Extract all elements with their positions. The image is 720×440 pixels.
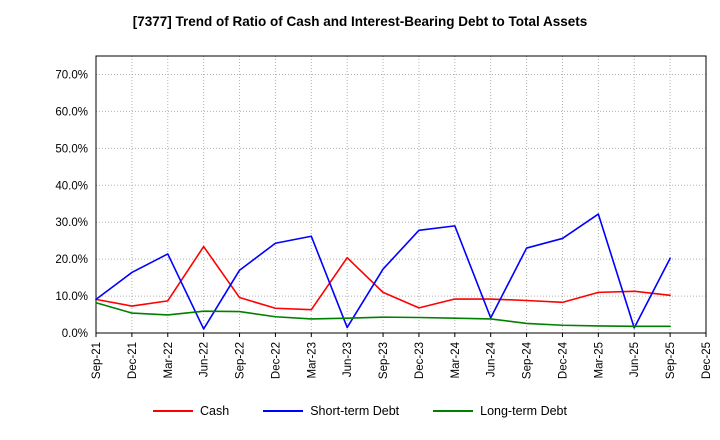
series-line-cash: [95, 245, 671, 311]
x-axis-tick-label: Sep-23: [378, 342, 390, 379]
x-axis-tick-label: Dec-22: [270, 342, 282, 379]
chart-title: [7377] Trend of Ratio of Cash and Intere…: [132, 14, 588, 29]
chart-legend: Cash Short-term Debt Long-term Debt: [0, 404, 720, 418]
plot-frame: [95, 55, 707, 334]
legend-color-swatch: [153, 410, 194, 412]
y-axis-tick-label: 60.0%: [55, 106, 88, 118]
x-axis-tick-label: Sep-21: [91, 342, 103, 379]
x-axis-tick-label: Sep-22: [235, 342, 247, 379]
legend-entry: Cash: [153, 404, 229, 418]
x-axis-tick-label: Mar-24: [450, 341, 462, 378]
x-axis-tick-label: Mar-25: [593, 342, 605, 378]
y-axis-tick-label: 30.0%: [55, 217, 88, 229]
legend-label: Long-term Debt: [480, 404, 567, 418]
x-axis-tick-label: Sep-25: [665, 342, 677, 379]
x-axis-tick-label: Mar-23: [306, 342, 318, 378]
y-axis-tick-label: 20.0%: [55, 254, 88, 266]
x-axis-tick-label: Jun-24: [486, 341, 498, 377]
x-axis-tick-label: Dec-23: [414, 342, 426, 379]
x-axis-tick-label: Jun-22: [199, 342, 211, 377]
x-axis-tick-label: Jun-25: [629, 342, 641, 377]
y-axis-tick-label: 40.0%: [55, 180, 88, 192]
y-axis-tick-label: 50.0%: [55, 143, 88, 155]
legend-entry: Short-term Debt: [263, 404, 399, 418]
x-axis-tick-label: Dec-25: [701, 342, 713, 379]
legend-color-swatch: [263, 410, 304, 412]
legend-entry: Long-term Debt: [433, 404, 567, 418]
y-axis-tick-label: 70.0%: [55, 69, 88, 81]
x-axis-tick-label: Dec-21: [127, 342, 139, 379]
x-axis-tick-label: Jun-23: [342, 342, 354, 377]
series-line-short-term-debt: [95, 213, 671, 330]
x-axis-tick-label: Sep-24: [522, 341, 534, 379]
legend-label: Cash: [200, 404, 230, 418]
legend-label: Short-term Debt: [310, 404, 400, 418]
y-axis-tick-label: 10.0%: [55, 291, 88, 303]
series-line-long-term-debt: [95, 301, 671, 328]
x-axis-tick-label: Mar-22: [163, 342, 175, 378]
x-axis-tick-label: Dec-24: [557, 341, 569, 379]
y-axis-tick-label: 0.0%: [62, 328, 88, 340]
legend-color-swatch: [433, 410, 474, 412]
